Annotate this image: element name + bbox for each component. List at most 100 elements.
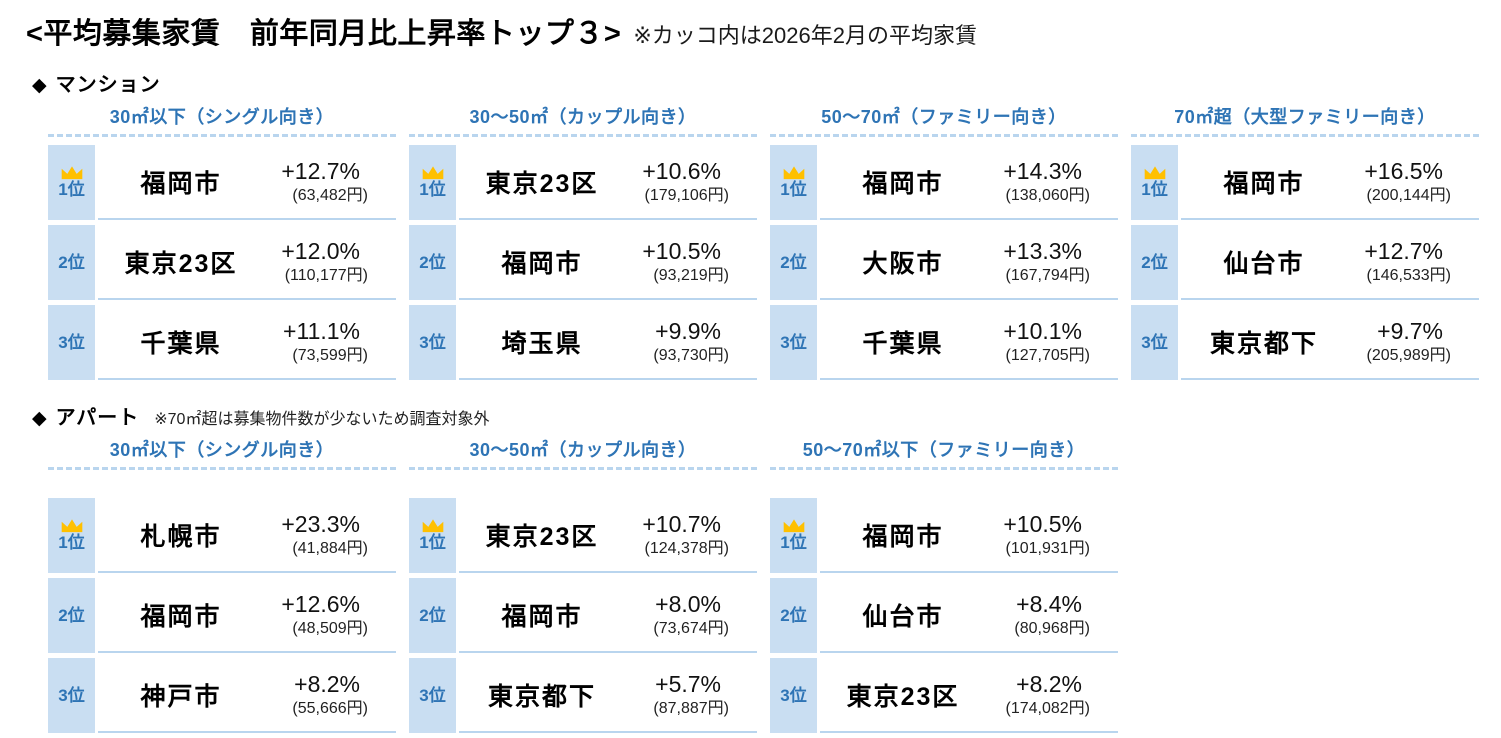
crown-icon: [783, 166, 804, 180]
column-header: 50～70㎡以下（ファミリー向き）: [770, 436, 1118, 470]
figures: +10.7% (124,378円): [625, 512, 757, 557]
section-heading: ◆ マンション: [32, 68, 1501, 97]
ranking-row: 3位 千葉県 +10.1% (127,705円): [770, 305, 1118, 380]
figures: +14.3% (138,060円): [986, 157, 1118, 204]
area-name: 福岡市: [862, 522, 944, 551]
ranking-row: 3位 埼玉県 +9.9% (93,730円): [409, 305, 757, 380]
page-title-main: <平均募集家賃 前年同月比上昇率トップ３>: [26, 18, 622, 50]
row-body: 札幌市 +23.3% (41,884円): [98, 498, 396, 573]
rent-value: (174,082円): [1005, 699, 1091, 717]
area-name: 仙台市: [862, 602, 944, 631]
rank-label: 1位: [780, 533, 807, 553]
rent-value: (101,931円): [1005, 539, 1091, 557]
rate-value: +8.0%: [655, 590, 721, 617]
rank-label: 3位: [780, 332, 807, 352]
area-name: 千葉県: [140, 329, 222, 358]
rent-value: (80,968円): [1014, 619, 1090, 637]
rate-value: +10.6%: [642, 157, 721, 184]
ranking-rows: 1位 札幌市 +23.3% (41,884円) 2位 福岡市 +12.6% (4…: [48, 498, 396, 733]
rate-value: +8.4%: [1016, 590, 1082, 617]
row-body: 福岡市 +10.5% (101,931円): [820, 498, 1118, 573]
rate-value: +12.7%: [281, 157, 360, 184]
diamond-icon: ◆: [32, 75, 47, 96]
crown-icon: [61, 166, 82, 180]
area-name: 福岡市: [140, 169, 222, 198]
section: ◆ マンション 30㎡以下（シングル向き） 1位 福岡市 +12.7% (63,…: [26, 68, 1501, 385]
rank-badge: 2位: [48, 578, 95, 653]
rank-label: 3位: [419, 332, 446, 352]
rent-value: (138,060円): [1005, 186, 1091, 204]
figures: +12.7% (146,533円): [1347, 237, 1479, 284]
crown-icon: [1144, 166, 1165, 180]
figures: +12.0% (110,177円): [264, 239, 396, 284]
rank-label: 2位: [419, 252, 446, 272]
figures: +10.5% (101,931円): [986, 512, 1118, 557]
row-body: 大阪市 +13.3% (167,794円): [820, 225, 1118, 300]
row-body: 東京23区 +10.7% (124,378円): [459, 498, 757, 573]
section-heading: ◆ アパート ※70㎡超は募集物件数が少ないため調査対象外: [32, 401, 1501, 430]
row-body: 東京都下 +5.7% (87,887円): [459, 658, 757, 733]
rate-value: +5.7%: [655, 670, 721, 697]
rank-badge: 1位: [48, 498, 95, 573]
figures: +13.3% (167,794円): [986, 239, 1118, 284]
area-name: 千葉県: [862, 329, 944, 358]
section-heading-label: マンション: [55, 74, 161, 96]
row-body: 東京都下 +9.7% (205,989円): [1181, 305, 1479, 380]
rate-value: +12.7%: [1364, 237, 1443, 264]
section-heading-label: アパート: [55, 407, 140, 429]
rate-value: +14.3%: [1003, 157, 1082, 184]
rent-value: (93,219円): [653, 266, 729, 284]
rent-value: (205,989円): [1366, 346, 1452, 364]
ranking-row: 1位 東京23区 +10.7% (124,378円): [409, 498, 757, 573]
ranking-row: 3位 千葉県 +11.1% (73,599円): [48, 305, 396, 380]
columns: 30㎡以下（シングル向き） 1位 福岡市 +12.7% (63,482円) 2位…: [48, 103, 1501, 385]
rent-value: (110,177円): [284, 266, 368, 284]
rank-badge: 2位: [409, 225, 456, 300]
area-name: 東京都下: [487, 682, 596, 711]
ranking-rows: 1位 東京23区 +10.7% (124,378円) 2位 福岡市 +8.0% …: [409, 498, 757, 733]
rank-badge: 3位: [1131, 305, 1178, 380]
column-header: 30㎡以下（シングル向き）: [48, 103, 396, 137]
figures: +8.4% (80,968円): [986, 590, 1118, 637]
rank-badge: 2位: [1131, 225, 1178, 300]
area-name: 東京23区: [485, 522, 599, 551]
crown-icon: [783, 519, 804, 533]
ranking-row: 2位 仙台市 +8.4% (80,968円): [770, 578, 1118, 653]
figures: +10.5% (93,219円): [625, 237, 757, 284]
column-header: 70㎡超（大型ファミリー向き）: [1131, 103, 1479, 137]
rank-badge: 3位: [770, 305, 817, 380]
rank-badge: 3位: [48, 658, 95, 733]
area-name: 大阪市: [862, 249, 944, 278]
rank-badge: 3位: [409, 658, 456, 733]
ranking-rows: 1位 福岡市 +12.7% (63,482円) 2位 東京23区 +12.0% …: [48, 145, 396, 380]
figures: +11.1% (73,599円): [264, 319, 396, 364]
area-name: 神戸市: [140, 682, 222, 711]
rate-value: +10.1%: [1003, 317, 1082, 344]
rent-value: (167,794円): [1005, 266, 1091, 284]
area-name: 福岡市: [140, 602, 222, 631]
rank-label: 1位: [1141, 180, 1168, 200]
area-name: 福岡市: [501, 602, 583, 631]
figures: +12.7% (63,482円): [264, 157, 396, 204]
figures: +12.6% (48,509円): [264, 592, 396, 637]
column-header: 30～50㎡（カップル向き）: [409, 103, 757, 137]
diamond-icon: ◆: [32, 408, 47, 429]
rank-label: 2位: [419, 605, 446, 625]
column-header: 50～70㎡（ファミリー向き）: [770, 103, 1118, 137]
page-title: <平均募集家賃 前年同月比上昇率トップ３> ※カッコ内は2026年2月の平均家賃: [26, 10, 1501, 52]
rank-label: 1位: [780, 180, 807, 200]
figures: +5.7% (87,887円): [625, 670, 757, 717]
figures: +10.6% (179,106円): [625, 157, 757, 204]
row-body: 福岡市 +16.5% (200,144円): [1181, 145, 1479, 220]
columns: 30㎡以下（シングル向き） 1位 札幌市 +23.3% (41,884円) 2位…: [48, 436, 1501, 738]
row-body: 福岡市 +10.5% (93,219円): [459, 225, 757, 300]
ranking-row: 3位 東京都下 +5.7% (87,887円): [409, 658, 757, 733]
section-note: ※70㎡超は募集物件数が少ないため調査対象外: [154, 411, 490, 428]
figures: +9.9% (93,730円): [625, 319, 757, 364]
ranking-column: 70㎡超（大型ファミリー向き） 1位 福岡市 +16.5% (200,144円)…: [1131, 103, 1479, 385]
rate-value: +10.5%: [642, 237, 721, 264]
rank-badge: 1位: [1131, 145, 1178, 220]
ranking-column: 30㎡以下（シングル向き） 1位 札幌市 +23.3% (41,884円) 2位…: [48, 436, 396, 738]
ranking-row: 1位 東京23区 +10.6% (179,106円): [409, 145, 757, 220]
ranking-column: 50～70㎡（ファミリー向き） 1位 福岡市 +14.3% (138,060円)…: [770, 103, 1118, 385]
